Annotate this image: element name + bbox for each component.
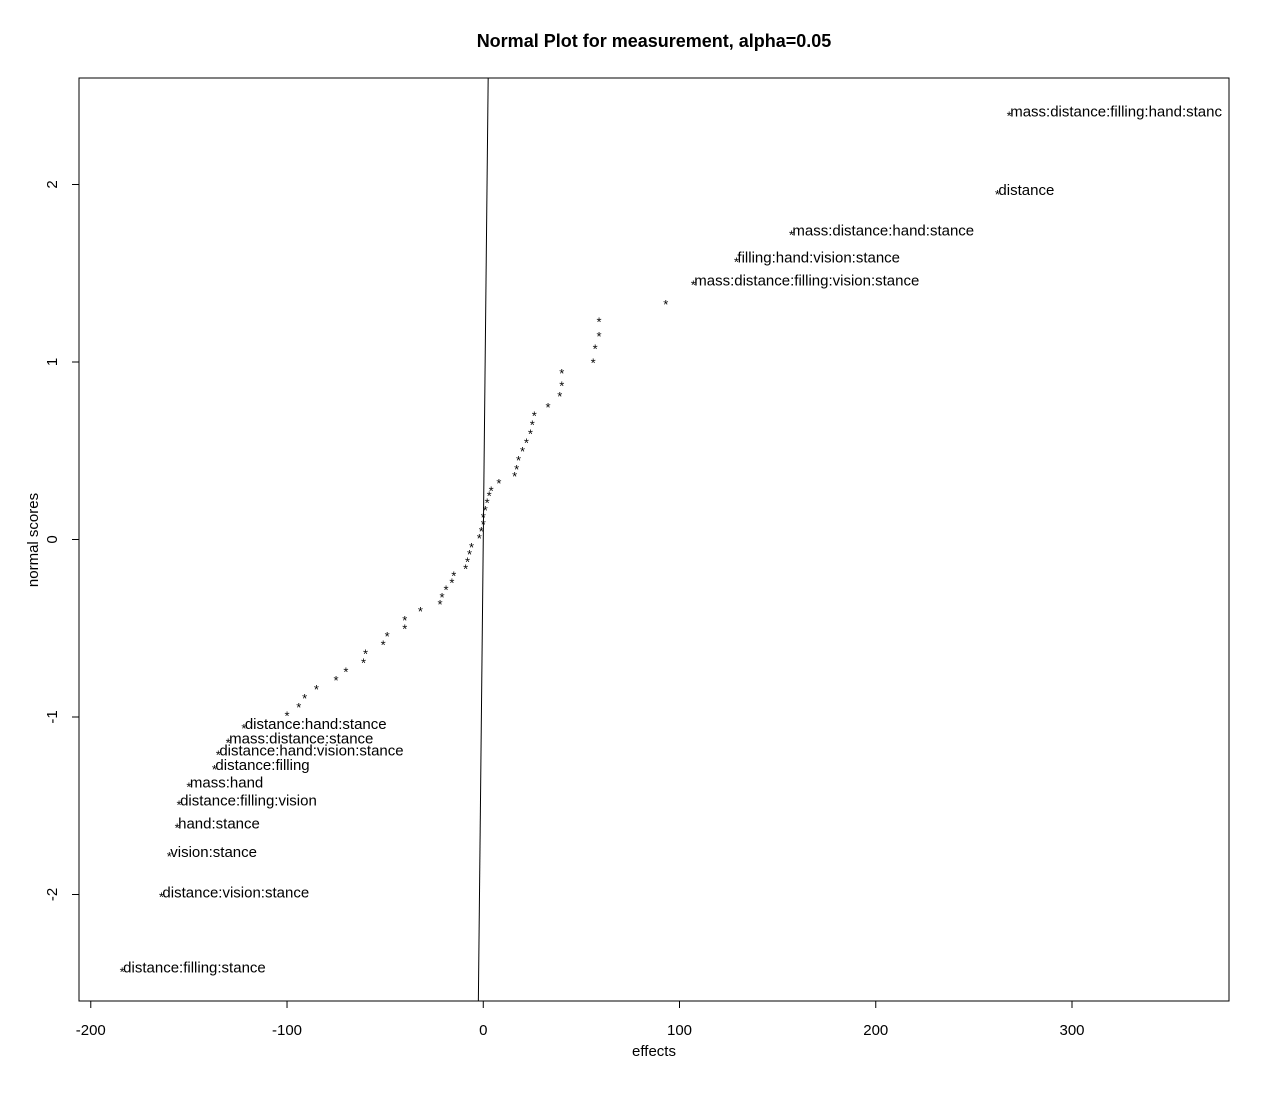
data-point: * [343,664,348,679]
x-tick-label: 300 [1059,1022,1084,1039]
data-point: * [167,849,172,864]
data-point: * [483,503,488,518]
y-axis: -2 -1 0 1 2 [44,180,80,901]
data-point: * [469,540,474,555]
data-point: * [465,554,470,569]
data-point: * [402,622,407,637]
data-point: * [481,517,486,532]
data-point: * [557,389,562,404]
data-point: * [479,524,484,539]
point-label: mass:distance:filling:vision:stance [694,272,919,289]
data-point: * [520,444,525,459]
point-label: distance:filling [215,757,309,774]
data-point: * [532,409,537,424]
data-point: * [314,682,319,697]
x-tick-label: 0 [479,1022,487,1039]
x-tick-label: -100 [272,1022,302,1039]
data-point: * [487,489,492,504]
data-point: * [381,638,386,653]
data-point: * [591,355,596,370]
data-point: * [212,762,217,777]
data-point: * [463,561,468,576]
data-point: * [516,453,521,468]
data-point: * [995,187,1000,202]
y-axis-label: normal scores [25,493,42,587]
x-tick-label: 200 [863,1022,888,1039]
data-point: * [489,483,494,498]
data-point: * [226,735,231,750]
data-point: * [481,510,486,525]
x-axis: -200 -100 0 100 200 300 [76,1000,1085,1039]
data-point: * [545,400,550,415]
data-point: * [559,366,564,381]
data-point: * [512,469,517,484]
data-point: * [514,462,519,477]
data-point: * [449,576,454,591]
data-point: * [296,700,301,715]
point-label: mass:distance:filling:hand:stanc [1010,104,1222,121]
data-point: * [385,629,390,644]
y-tick-label: -2 [44,888,61,901]
chart-title: Normal Plot for measurement, alpha=0.05 [477,31,832,51]
data-point: * [175,821,180,836]
data-point: * [477,531,482,546]
point-label: mass:distance:stance [229,730,373,747]
data-point: * [559,379,564,394]
data-point: * [361,655,366,670]
y-tick-label: 0 [44,535,61,543]
data-point: * [467,547,472,562]
data-point: * [186,780,191,795]
data-point: * [418,604,423,619]
data-point: * [789,228,794,243]
reference-line [477,77,489,1002]
data-point: * [402,613,407,628]
data-point: * [302,691,307,706]
x-tick-label: -200 [76,1022,106,1039]
y-tick-label: 1 [44,358,61,366]
point-label: vision:stance [170,844,257,861]
point-label: distance:hand:stance [245,716,387,733]
point-label: distance:filling:stance [123,959,266,976]
point-label: distance:hand:vision:stance [219,743,403,760]
x-axis-label: effects [632,1043,676,1060]
data-point: * [363,647,368,662]
data-point: * [284,709,289,724]
data-point: * [443,583,448,598]
x-tick-label: 100 [667,1022,692,1039]
data-point: * [438,597,443,612]
data-point: * [528,426,533,441]
point-label: filling:hand:vision:stance [737,249,900,266]
data-point: * [496,476,501,491]
data-point: * [216,748,221,763]
point-label: distance:vision:stance [162,885,309,902]
data-point: * [691,277,696,292]
data-point: * [120,964,125,979]
data-point: * [241,721,246,736]
data-point: * [451,568,456,583]
y-tick-label: -1 [44,710,61,723]
data-point: * [334,673,339,688]
data-point: * [159,890,164,905]
data-point: * [177,797,182,812]
data-point: * [1007,109,1012,124]
point-label: mass:hand [190,775,263,792]
point-label: distance [998,182,1054,199]
point-label: distance:filling:vision [180,792,317,809]
plot-area: ****************************************… [120,77,1222,1002]
data-point: * [593,341,598,356]
data-point: * [597,329,602,344]
data-point: * [530,418,535,433]
data-point: * [440,590,445,605]
plot-frame [78,77,1230,1002]
data-point: * [524,435,529,450]
data-point: * [597,315,602,330]
y-tick-label: 2 [44,180,61,188]
point-label: mass:distance:hand:stance [792,223,974,240]
point-label: hand:stance [178,816,260,833]
data-point: * [734,254,739,269]
data-point: * [485,496,490,511]
data-point: * [663,297,668,312]
